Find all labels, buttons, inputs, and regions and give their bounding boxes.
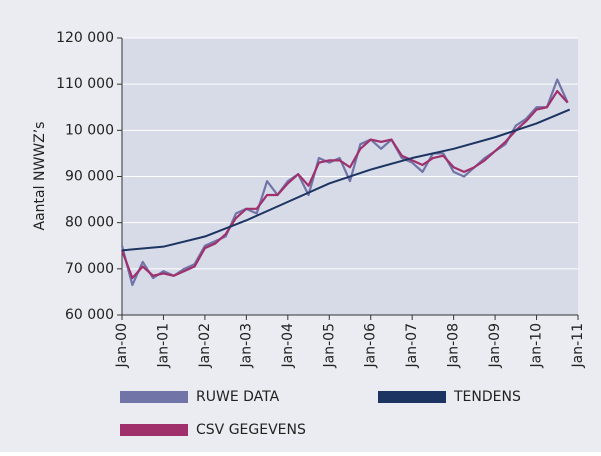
- y-tick-label: 10 000: [65, 122, 114, 138]
- x-tick-label: Jan-01: [155, 323, 171, 368]
- y-tick-label: 60 000: [65, 307, 114, 323]
- legend-label: CSV GEGEVENS: [196, 422, 306, 438]
- x-tick-label: Jan-07: [404, 323, 420, 368]
- legend-label: RUWE DATA: [196, 389, 280, 405]
- y-axis-label: Aantal NWWZ’s: [32, 122, 48, 231]
- y-tick-label: 120 000: [56, 30, 114, 46]
- x-tick-label: Jan-05: [321, 323, 337, 368]
- x-tick-label: Jan-06: [363, 323, 379, 369]
- x-tick-label: Jan-02: [197, 323, 213, 368]
- legend-swatch: [378, 391, 446, 403]
- x-tick-label: Jan-03: [238, 323, 254, 368]
- x-tick-label: Jan-04: [280, 323, 296, 369]
- x-tick-label: Jan-09: [487, 323, 503, 368]
- legend-label: TENDENS: [453, 389, 521, 405]
- legend-swatch: [120, 391, 188, 403]
- y-tick-label: 80 000: [65, 215, 114, 231]
- x-tick-label: Jan-11: [570, 323, 586, 368]
- y-tick-label: 70 000: [65, 261, 114, 277]
- x-tick-label: Jan-00: [114, 323, 130, 368]
- data-line: [120, 89, 569, 280]
- y-tick-label: 110 000: [56, 76, 114, 92]
- x-tick-label: Jan-08: [446, 323, 462, 368]
- legend-swatch: [120, 424, 188, 436]
- x-tick-label: Jan-10: [529, 323, 545, 368]
- y-tick-label: 90 000: [65, 169, 114, 185]
- data-line: [121, 108, 571, 252]
